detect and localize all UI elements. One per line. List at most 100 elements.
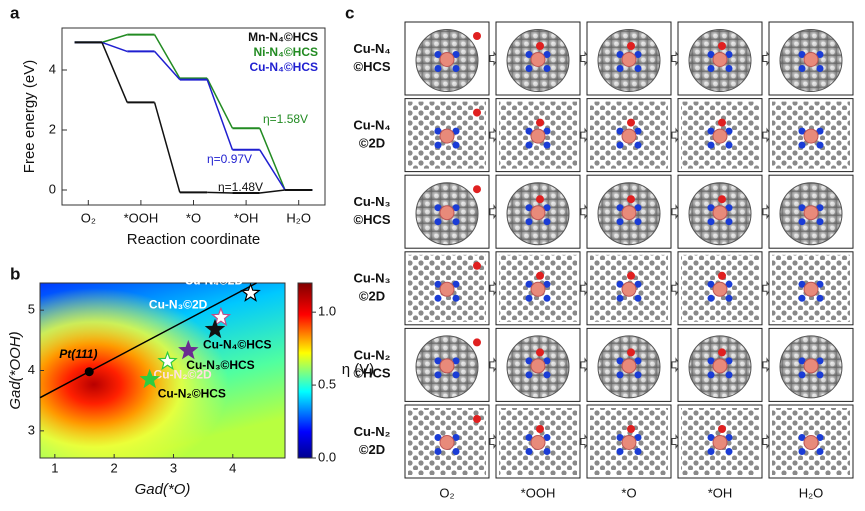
legend-entry: Ni-N₄©HCS (253, 45, 318, 59)
n-atom (452, 280, 460, 288)
adsorbate (627, 118, 635, 127)
n-atom (707, 65, 715, 72)
cu-atom (439, 358, 455, 374)
n-atom (543, 371, 551, 379)
n-atom (725, 280, 733, 288)
cu-atom (803, 435, 819, 450)
n-atom (452, 371, 460, 379)
n-atom (798, 434, 806, 441)
n-atom (525, 204, 533, 212)
column-label: *OH (708, 485, 733, 500)
adsorbate (473, 338, 481, 347)
colorbar-tick-label: 1.0 (318, 304, 336, 319)
n-atom (434, 204, 442, 212)
cu-atom (803, 128, 819, 144)
adsorbate (718, 271, 726, 280)
adsorbate (536, 425, 544, 433)
n-atom (634, 280, 642, 288)
adsorbate (718, 348, 726, 357)
row-label: Cu-N₂ (354, 347, 391, 362)
n-atom (616, 371, 624, 379)
n-atom (616, 280, 624, 288)
cu-atom (530, 52, 546, 67)
adsorbate (718, 42, 726, 50)
n-atom (798, 448, 806, 455)
cu-atom (530, 281, 546, 297)
n-atom (543, 218, 551, 226)
connector (153, 102, 181, 193)
n-atom (452, 434, 460, 441)
column-label: *OOH (521, 485, 556, 500)
row-label: Cu-N₄ (353, 118, 390, 133)
point-label: Cu-N₄©2D (185, 273, 244, 287)
y-tick-label: 4 (28, 362, 35, 377)
n-atom (707, 218, 715, 226)
n-atom (816, 51, 824, 58)
n-atom (616, 127, 624, 135)
n-atom (816, 371, 824, 379)
x-tick-label: O₂ (81, 210, 96, 225)
y-axis-label: Free energy (eV) (21, 60, 38, 173)
row-label: Cu-N₃ (353, 194, 390, 209)
n-atom (725, 51, 733, 58)
n-atom (816, 280, 824, 288)
cu-atom (712, 52, 728, 67)
n-atom (525, 65, 533, 72)
n-atom (616, 51, 624, 58)
n-atom (707, 434, 715, 441)
n-atom (707, 371, 715, 379)
point-label: Cu-N₃©2D (149, 298, 208, 312)
n-atom (634, 65, 642, 72)
legend-entry: Mn-N₄©HCS (248, 30, 318, 44)
cu-atom (530, 128, 546, 144)
cu-atom (621, 281, 637, 297)
column-label: H₂O (799, 485, 824, 500)
adsorbate (627, 348, 635, 357)
point (204, 318, 226, 339)
colorbar-tick-label: 0.0 (318, 449, 336, 464)
x-tick-label: 1 (51, 460, 58, 475)
n-atom (452, 204, 460, 212)
x-tick-label: *OH (234, 210, 259, 225)
n-atom (525, 371, 533, 379)
n-atom (452, 51, 460, 58)
x-tick-label: *O (186, 210, 201, 225)
connector (101, 41, 128, 53)
n-atom (616, 357, 624, 365)
n-atom (543, 434, 551, 441)
n-atom (798, 218, 806, 226)
n-atom (525, 280, 533, 288)
n-atom (725, 65, 733, 72)
row-label: ©2D (359, 289, 385, 304)
n-atom (525, 51, 533, 58)
n-atom (452, 141, 460, 149)
n-atom (634, 141, 642, 149)
adsorbate (536, 271, 544, 280)
n-atom (707, 448, 715, 455)
x-axis-label: Gad(*O) (135, 481, 191, 498)
n-atom (816, 294, 824, 302)
point-label: Cu-N₂©HCS (158, 387, 226, 401)
x-tick-label: 3 (170, 460, 177, 475)
n-atom (434, 51, 442, 58)
x-tick-label: H₂O (286, 210, 311, 225)
n-atom (543, 448, 551, 455)
point (178, 339, 199, 360)
annotation: η=1.48V (218, 180, 263, 194)
n-atom (616, 448, 624, 455)
connector (101, 33, 128, 44)
heatmap-field (40, 283, 285, 458)
n-atom (634, 127, 642, 135)
adsorbate (718, 118, 726, 127)
n-atom (725, 294, 733, 302)
annotation: η=0.97V (207, 152, 252, 166)
adsorbate (473, 32, 481, 40)
n-atom (798, 127, 806, 135)
n-atom (452, 448, 460, 455)
connector (207, 191, 233, 194)
cu-atom (803, 52, 819, 67)
n-atom (707, 204, 715, 212)
cu-atom (621, 435, 637, 450)
n-atom (707, 51, 715, 58)
cu-atom (621, 358, 637, 374)
